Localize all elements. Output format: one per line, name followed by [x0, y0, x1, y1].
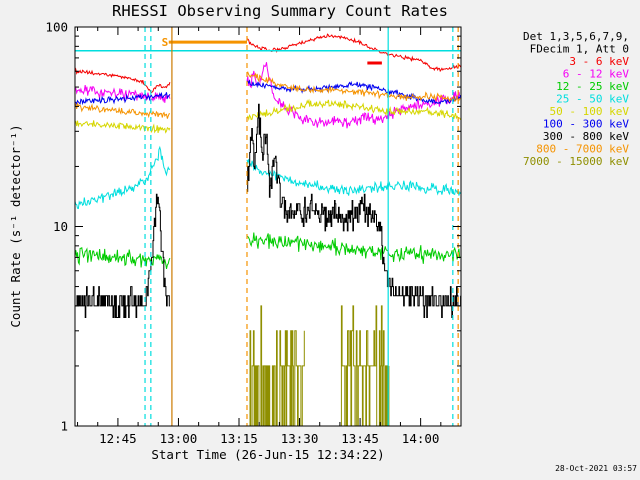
series-line-4: [74, 120, 171, 134]
legend-item-3: 25 - 50 keV: [556, 93, 629, 106]
y-tick-label: 1: [60, 419, 68, 434]
flags-layer: S: [75, 27, 461, 426]
x-tick-label: 13:45: [341, 431, 379, 446]
flag-label: S: [162, 36, 169, 49]
legend-item-0: 3 - 6 keV: [569, 55, 629, 68]
legend-item-1: 6 - 12 keV: [563, 68, 630, 81]
series-line-7: [74, 102, 171, 119]
x-tick-label: 13:30: [281, 431, 319, 446]
chart-title: RHESSI Observing Summary Count Rates: [112, 2, 448, 20]
series-line-1: [74, 85, 171, 103]
legend-item-4: 50 - 100 keV: [550, 105, 630, 118]
series-line-5: [246, 79, 462, 105]
series-line-3: [246, 159, 462, 196]
x-axis-label: Start Time (26-Jun-15 12:34:22): [151, 447, 384, 462]
series-line-6: [247, 103, 462, 318]
series-line-0: [74, 67, 171, 94]
series-line-7: [246, 71, 461, 103]
plot-area: [75, 27, 461, 426]
series-line-4: [246, 98, 462, 122]
legend: Det 1,3,5,6,7,9,FDecim 1, Att 03 - 6 keV…: [523, 30, 629, 168]
series-line-2: [74, 247, 171, 270]
series-layer: [74, 33, 462, 427]
legend-header-1: FDecim 1, Att 0: [530, 43, 629, 56]
legend-item-5: 100 - 300 keV: [543, 118, 629, 131]
series-line-2: [246, 232, 461, 264]
x-tick-label: 12:45: [99, 431, 137, 446]
series-line-5: [74, 91, 171, 106]
legend-item-7: 800 - 7000 keV: [536, 143, 629, 156]
legend-item-6: 300 - 800 keV: [543, 130, 629, 143]
series-line-1: [246, 62, 461, 129]
y-tick-label: 10: [53, 219, 68, 234]
series-line-0: [246, 33, 462, 73]
series-line-6: [75, 193, 170, 318]
legend-item-2: 12 - 25 keV: [556, 80, 629, 93]
series-line-3: [74, 145, 171, 210]
legend-header-0: Det 1,3,5,6,7,9,: [523, 30, 629, 43]
legend-item-8: 7000 - 15000 keV: [523, 155, 629, 168]
x-tick-label: 13:15: [220, 431, 258, 446]
axes-layer: 12:45 13:00 13:15 13:30 13:45 14:00 1 10 100: [45, 20, 462, 446]
y-axis-label: Count Rate (s⁻¹ detector⁻¹): [8, 124, 23, 327]
generated-timestamp: 28-Oct-2021 03:57: [555, 464, 637, 473]
x-tick-label: 13:00: [160, 431, 198, 446]
x-tick-label: 14:00: [402, 431, 440, 446]
series-line-8: [340, 305, 390, 427]
y-tick-label: 100: [45, 20, 68, 35]
